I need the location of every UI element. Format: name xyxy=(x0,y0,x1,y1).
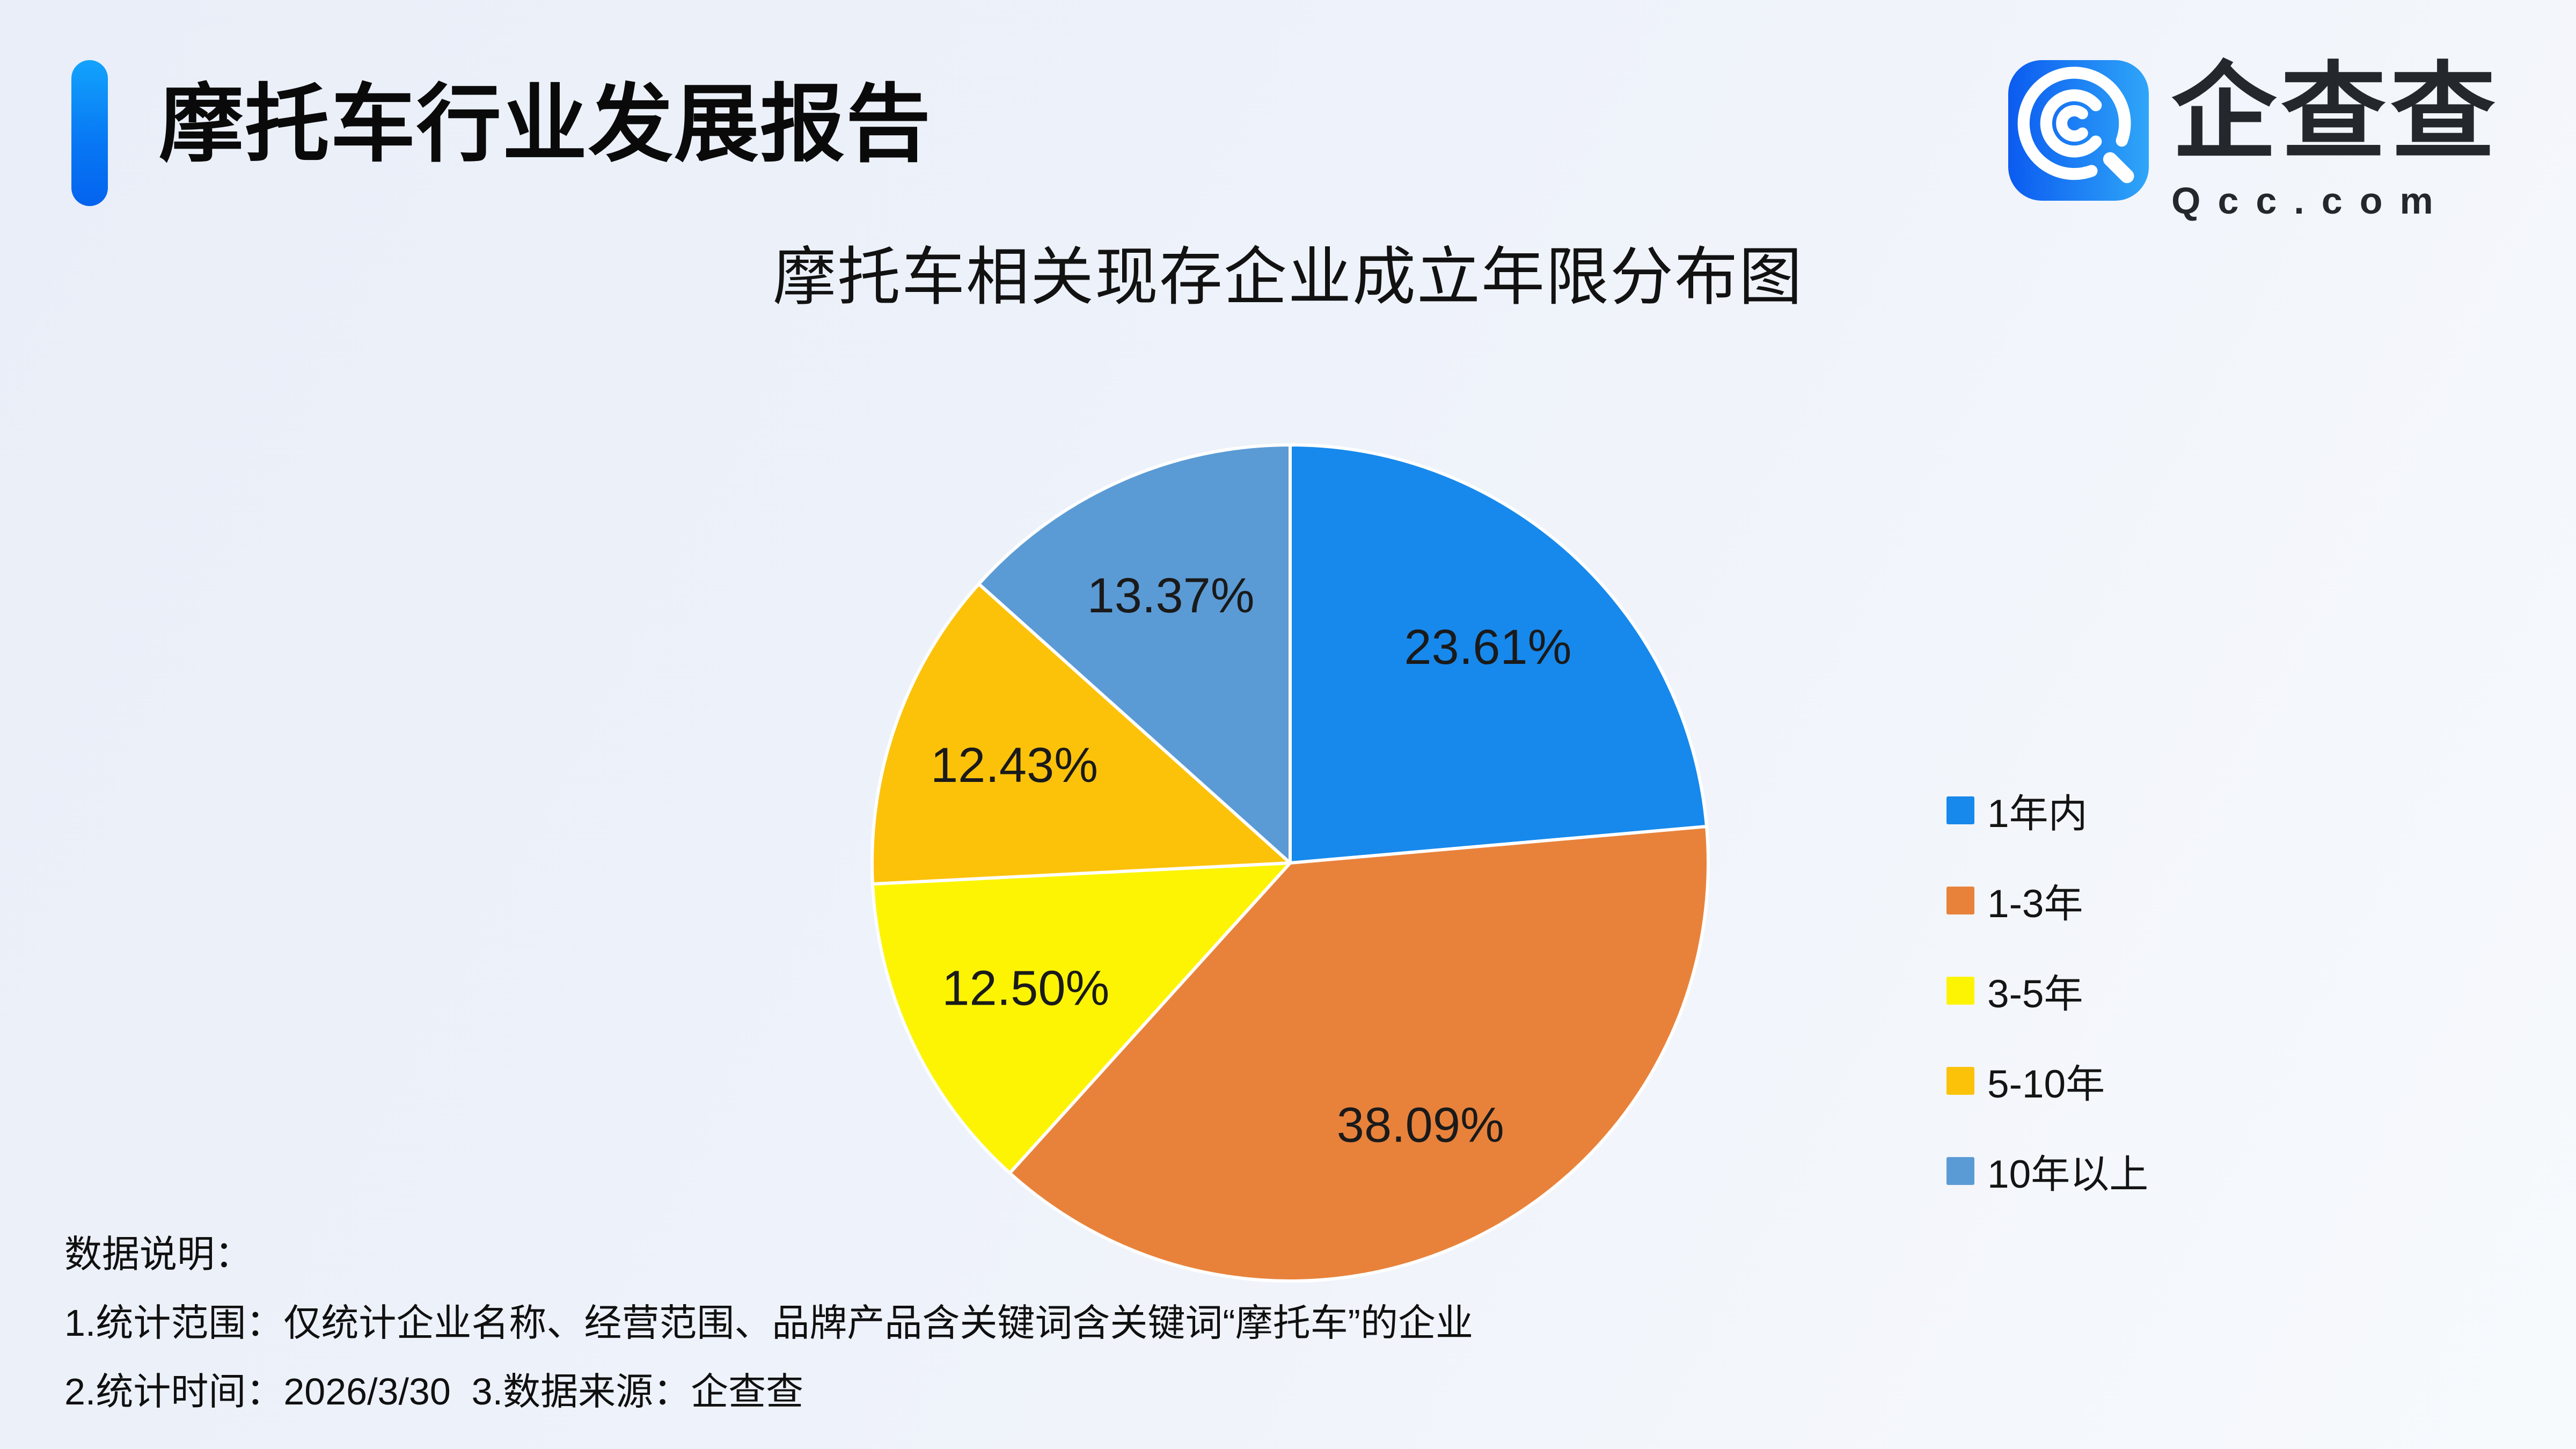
pie-slice-label: 12.43% xyxy=(931,738,1098,793)
legend-swatch xyxy=(1946,1157,1974,1185)
pie-slice xyxy=(870,582,1292,886)
legend-swatch xyxy=(1946,976,1974,1005)
legend-label: 3-5年 xyxy=(1987,972,2083,1016)
pie-chart: 23.61% 38.09% 12.50% 12.43% 13.37% xyxy=(870,443,1710,1283)
pie-slice xyxy=(870,861,1292,1175)
pie-slice-label: 13.37% xyxy=(1087,568,1255,623)
brand-text: 企查查 Qcc.com xyxy=(2171,54,2500,222)
legend-label: 10年以上 xyxy=(1987,1152,2149,1196)
pie-slice-label: 38.09% xyxy=(1337,1097,1504,1152)
pie-slice-label: 12.50% xyxy=(942,961,1109,1016)
legend-item: 10年以上 xyxy=(1946,1151,2148,1196)
footnotes: 数据说明： 1.统计范围：仅统计企业名称、经营范围、品牌产品含关键词含关键词“摩… xyxy=(64,1235,1473,1441)
title-accent-bar xyxy=(71,60,108,206)
legend-swatch xyxy=(1946,886,1974,914)
brand-domain: Qcc.com xyxy=(2171,180,2450,222)
pie-slice xyxy=(977,443,1292,865)
notes-heading: 数据说明： xyxy=(64,1233,252,1275)
qcc-logo-icon xyxy=(2008,60,2149,201)
pie-slice xyxy=(1008,825,1710,1283)
brand-name: 企查查 xyxy=(2171,54,2500,171)
legend-item: 1年内 xyxy=(1946,791,2148,836)
brand-logo: 企查查 Qcc.com xyxy=(2008,54,2500,222)
pie-slice-label: 23.61% xyxy=(1404,620,1571,675)
legend-swatch xyxy=(1946,796,1974,824)
notes-line-2: 2.统计时间：2026/3/30 3.数据来源：企查查 xyxy=(64,1371,804,1413)
legend-item: 1-3年 xyxy=(1946,881,2148,926)
chart-title: 摩托车相关现存企业成立年限分布图 xyxy=(772,242,1803,313)
notes-line-1: 1.统计范围：仅统计企业名称、经营范围、品牌产品含关键词含关键词“摩托车”的企业 xyxy=(64,1302,1473,1344)
legend-label: 5-10年 xyxy=(1987,1062,2105,1106)
page-title: 摩托车行业发展报告 xyxy=(159,77,932,172)
legend-label: 1年内 xyxy=(1987,792,2088,836)
legend-label: 1-3年 xyxy=(1987,882,2083,926)
legend-item: 3-5年 xyxy=(1946,971,2148,1016)
legend-item: 5-10年 xyxy=(1946,1061,2148,1106)
legend-swatch xyxy=(1946,1066,1974,1095)
pie-slice xyxy=(1289,443,1709,865)
legend: 1年内 1-3年 3-5年 5-10年 10年以上 xyxy=(1946,791,2148,1196)
